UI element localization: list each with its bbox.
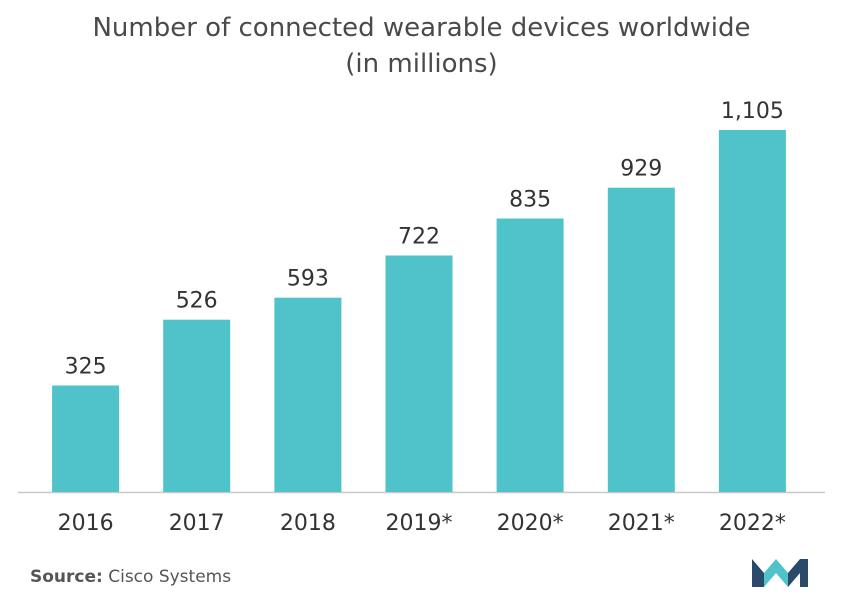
bar-2022 — [718, 130, 786, 492]
value-label-2022: 1,105 — [721, 99, 784, 124]
x-tick-label-2022: 2022* — [719, 511, 786, 536]
x-tick-label-2021: 2021* — [608, 511, 675, 536]
bar-2017 — [163, 319, 231, 492]
value-label-2020: 835 — [509, 188, 551, 213]
chart-title-block: Number of connected wearable devices wor… — [0, 10, 843, 82]
x-tick-label-2019: 2019* — [386, 511, 453, 536]
value-label-2016: 325 — [65, 355, 107, 380]
chart-title: Number of connected wearable devices wor… — [92, 13, 751, 43]
value-label-2021: 929 — [620, 157, 662, 182]
source-text: Cisco Systems — [102, 567, 232, 587]
source-note: Source: Cisco Systems — [30, 567, 231, 587]
value-label-2018: 593 — [287, 267, 329, 292]
x-tick-label-2016: 2016 — [58, 511, 114, 536]
source-prefix: Source: — [30, 567, 103, 587]
bar-2018 — [274, 297, 342, 492]
x-tick-label-2017: 2017 — [169, 511, 225, 536]
mordor-logo-icon — [752, 559, 808, 587]
bar-2021 — [607, 187, 675, 492]
chart-subtitle: (in millions) — [345, 49, 498, 79]
x-tick-label-2018: 2018 — [280, 511, 336, 536]
bar-2019 — [385, 255, 453, 492]
bar-2016 — [52, 385, 120, 492]
x-tick-label-2020: 2020* — [497, 511, 564, 536]
value-label-2017: 526 — [176, 289, 218, 314]
value-label-2019: 722 — [398, 225, 440, 250]
bar-2020 — [496, 218, 564, 492]
